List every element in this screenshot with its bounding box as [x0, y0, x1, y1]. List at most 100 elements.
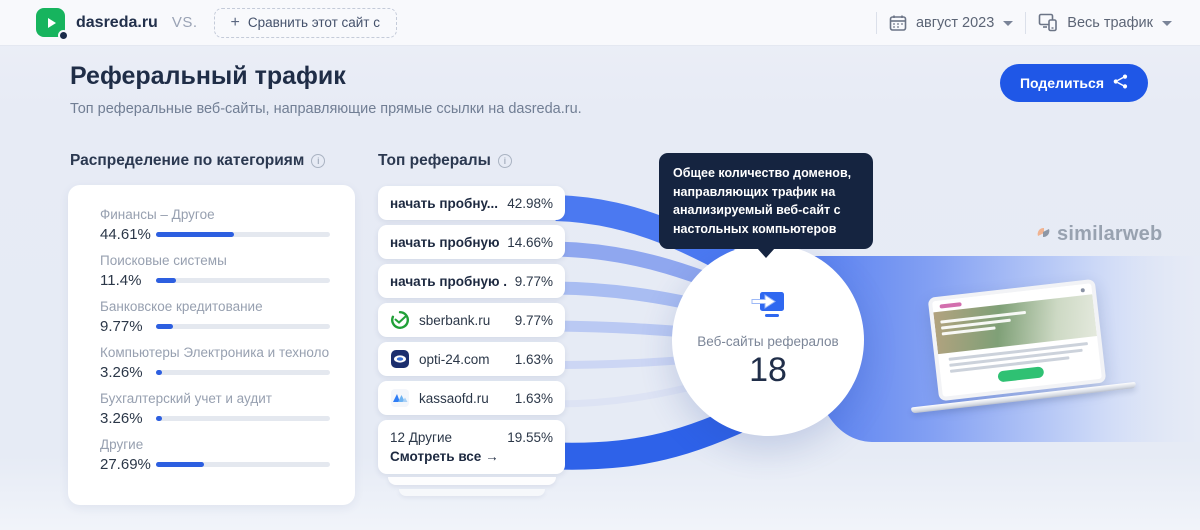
tooltip-text: Общее количество доменов, направляющих т… [673, 166, 852, 236]
kassaofd-favicon [390, 388, 410, 408]
dasreda-logo [36, 8, 69, 41]
categories-section-header: Распределение по категориям i [70, 152, 326, 170]
referral-websites-hub: Веб-сайты рефералов 18 [672, 244, 864, 436]
referral-domain: начать пробную ... [390, 273, 507, 289]
category-bar-fill [156, 232, 234, 237]
category-bar-track [156, 370, 330, 375]
category-label: Поисковые системы [100, 253, 227, 268]
play-arrow-icon [47, 17, 56, 28]
category-row: Финансы – Другое 44.61% [100, 207, 330, 243]
category-bar-track [156, 232, 330, 237]
logo-badge-dot [58, 30, 69, 41]
plus-icon: + [230, 13, 240, 31]
laptop-illustration [899, 276, 1137, 423]
category-bar-track [156, 416, 330, 421]
date-range-value: август 2023 [915, 14, 995, 31]
category-row: Компьютеры Электроника и техноло... 3.26… [100, 345, 330, 381]
referral-domain: kassaofd.ru [419, 390, 489, 406]
top-referrals-section: Топ рефералы i начать пробну... 42.98% н… [378, 152, 565, 496]
category-value: 9.77% [100, 318, 143, 335]
compare-site-button[interactable]: + Сравнить этот сайт с [213, 7, 397, 38]
hub-label: Веб-сайты рефералов [697, 334, 839, 349]
referral-row[interactable]: opti-24.com 1.63% [378, 342, 565, 376]
referral-row[interactable]: начать пробную... 14.66% [378, 225, 565, 259]
top-bar: dasreda.ru VS. + Сравнить этот сайт с ав… [0, 0, 1200, 46]
site-name: dasreda.ru [76, 13, 158, 31]
see-all-link[interactable]: Смотреть все → [390, 449, 499, 464]
category-value: 27.69% [100, 456, 151, 473]
category-bar-track [156, 278, 330, 283]
chevron-down-icon [1162, 20, 1172, 26]
traffic-type-selector[interactable]: Весь трафик [1038, 13, 1172, 32]
referrals-title: Топ рефералы [378, 152, 491, 169]
stacked-card-edge [387, 477, 556, 485]
share-button[interactable]: Поделиться [999, 64, 1148, 102]
divider [875, 11, 877, 34]
category-value: 3.26% [100, 364, 143, 381]
referral-share: 9.77% [514, 273, 553, 289]
date-range-selector[interactable]: август 2023 [889, 14, 1014, 32]
category-label: Банковское кредитование [100, 299, 263, 314]
calendar-icon [889, 14, 907, 32]
page-subtitle: Топ реферальные веб-сайты, направляющие … [70, 101, 582, 117]
referral-domain: начать пробну... [390, 195, 499, 211]
referral-share: 14.66% [507, 234, 553, 250]
arrow-right-icon: → [485, 449, 499, 464]
referral-row[interactable]: sberbank.ru 9.77% [378, 303, 565, 337]
category-bar-track [156, 462, 330, 467]
laptop-screen [927, 278, 1107, 402]
similarweb-watermark: similarweb [1035, 223, 1162, 246]
category-bar-fill [156, 416, 162, 421]
referral-row[interactable]: kassaofd.ru 1.63% [378, 381, 565, 415]
category-bar-fill [156, 462, 205, 467]
devices-icon [1038, 13, 1058, 32]
category-value: 44.61% [100, 226, 151, 243]
traffic-type-value: Весь трафик [1067, 14, 1153, 31]
category-bar-track [156, 324, 330, 329]
domains-tooltip: Общее количество доменов, направляющих т… [659, 153, 873, 258]
referral-share: 9.77% [514, 312, 553, 328]
referral-row[interactable]: начать пробну... 42.98% [378, 186, 565, 220]
share-button-label: Поделиться [1019, 75, 1104, 91]
others-row[interactable]: 12 Другие 19.55% Смотреть все → [378, 420, 565, 474]
referral-domain: начать пробную... [390, 234, 500, 250]
category-row: Банковское кредитование 9.77% [100, 299, 330, 335]
referral-row[interactable]: начать пробную ... 9.77% [378, 264, 565, 298]
category-bar-fill [156, 278, 176, 283]
referral-share: 1.63% [514, 390, 553, 406]
category-label: Компьютеры Электроника и техноло... [100, 345, 330, 360]
others-label: 12 Другие [390, 430, 452, 445]
divider [1025, 11, 1027, 34]
info-icon[interactable]: i [497, 154, 512, 168]
referral-domain: opti-24.com [419, 351, 490, 367]
sberbank-favicon [390, 310, 410, 330]
referral-share: 1.63% [514, 351, 553, 367]
referral-share: 42.98% [507, 195, 553, 211]
stacked-card-edge [398, 489, 545, 496]
laptop-green-button [997, 365, 1045, 382]
info-icon[interactable]: i [311, 154, 326, 168]
share-icon [1113, 74, 1128, 92]
category-row: Поисковые системы 11.4% [100, 253, 330, 289]
categories-title: Распределение по категориям [70, 152, 305, 169]
referral-domain: sberbank.ru [419, 312, 491, 328]
referrals-section-header: Топ рефералы i [378, 152, 565, 170]
hub-count: 18 [749, 351, 787, 389]
category-label: Бухгалтерский учет и аудит [100, 391, 272, 406]
categories-card: Финансы – Другое 44.61% Поисковые систем… [68, 185, 355, 505]
category-value: 3.26% [100, 410, 143, 427]
category-bar-fill [156, 370, 162, 375]
category-value: 11.4% [100, 272, 142, 289]
similarweb-logo-icon [1035, 224, 1052, 246]
category-label: Другие [100, 437, 144, 452]
chevron-down-icon [1003, 20, 1014, 26]
similarweb-label: similarweb [1057, 223, 1163, 245]
category-row: Бухгалтерский учет и аудит 3.26% [100, 391, 330, 427]
compare-site-label: Сравнить этот сайт с [247, 15, 380, 30]
others-share: 19.55% [507, 430, 553, 445]
category-row: Другие 27.69% [100, 437, 330, 473]
category-label: Финансы – Другое [100, 207, 215, 222]
page-title: Реферальный трафик [70, 62, 346, 90]
monitor-arrow-icon [751, 290, 785, 325]
